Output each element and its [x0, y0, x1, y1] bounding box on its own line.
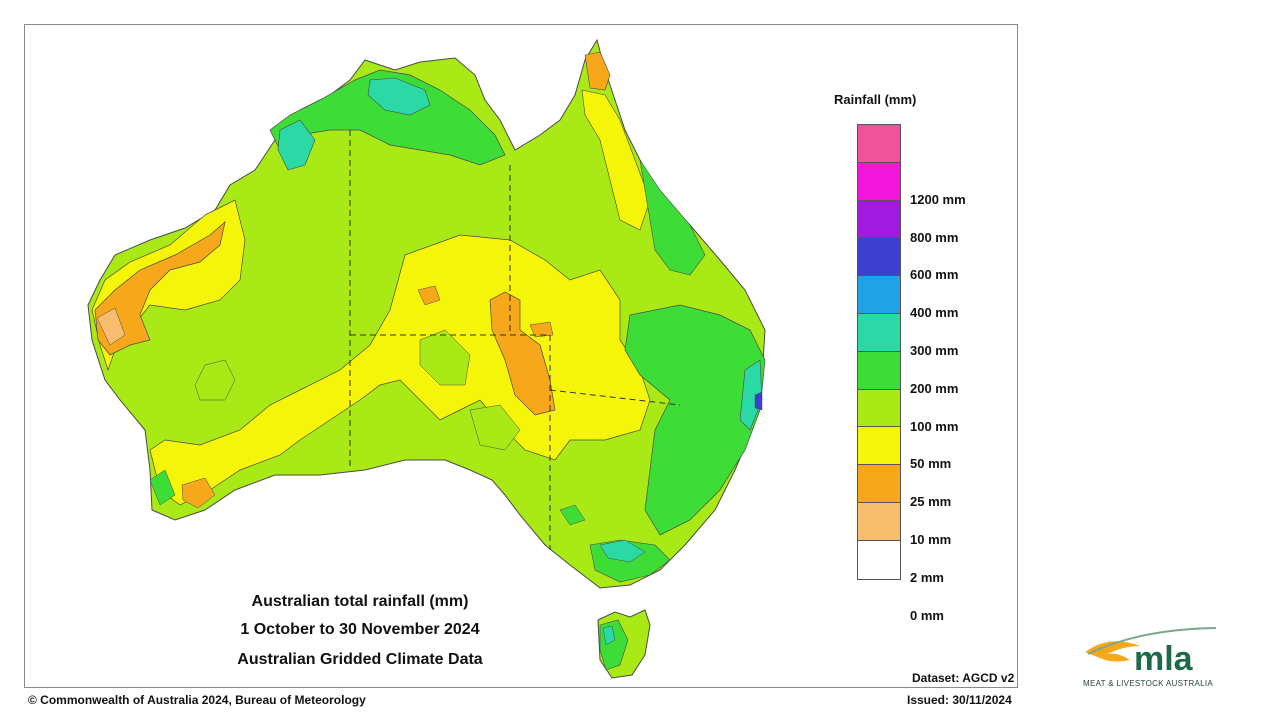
issued-date: Issued: 30/11/2024: [907, 693, 1012, 707]
legend-label: 1200 mm: [910, 191, 966, 207]
map-period: 1 October to 30 November 2024: [240, 621, 480, 638]
legend-swatch: [858, 540, 900, 579]
queensland-dry-strip: [581, 89, 651, 231]
east-coast-wet: [624, 304, 766, 536]
legend-swatch: [858, 162, 900, 201]
legend-swatch: [858, 200, 900, 239]
legend-label: 25 mm: [910, 494, 952, 510]
legend-label: 200 mm: [910, 380, 959, 396]
legend-swatch: [858, 351, 900, 390]
legend-swatch: [858, 238, 900, 277]
legend-swatch: [858, 502, 900, 541]
legend-swatch: [858, 389, 900, 428]
qld-coast-wet: [639, 159, 706, 276]
legend-label: 2 mm: [910, 569, 944, 585]
legend-label: 400 mm: [910, 305, 959, 321]
mla-logo-text: mla: [1134, 640, 1193, 678]
legend-swatch: [858, 465, 900, 503]
dataset-label: Dataset: AGCD v2: [912, 671, 1015, 685]
state-borders: [349, 130, 681, 550]
copyright-text: © Commonwealth of Australia 2024, Bureau…: [28, 693, 366, 707]
legend-label: 10 mm: [910, 532, 952, 547]
legend-label: 600 mm: [910, 267, 959, 283]
central-dry-zone: [149, 234, 651, 506]
legend-swatch: [858, 427, 900, 466]
pilbara-dry-orange: [94, 221, 226, 356]
legend-swatch: [858, 276, 900, 314]
mla-tagline: MEAT & LIVESTOCK AUSTRALIA: [1083, 679, 1214, 688]
legend-color-scale: [857, 124, 901, 580]
map-source: Australian Gridded Climate Data: [237, 651, 483, 668]
legend-label: 300 mm: [910, 343, 959, 358]
legend-label: 100 mm: [910, 418, 959, 434]
legend-label: 50 mm: [910, 456, 952, 472]
map-title: Australian total rainfall (mm): [251, 593, 469, 610]
mla-logo: [1085, 627, 1217, 662]
legend-swatch: [858, 313, 900, 352]
lake-eyre-orange: [489, 291, 556, 416]
legend-label: 800 mm: [910, 229, 959, 245]
legend-label: 0 mm: [910, 607, 944, 623]
top-end-wet: [269, 69, 506, 166]
legend-swatch: [858, 125, 900, 163]
legend-title: Rainfall (mm): [834, 92, 917, 107]
